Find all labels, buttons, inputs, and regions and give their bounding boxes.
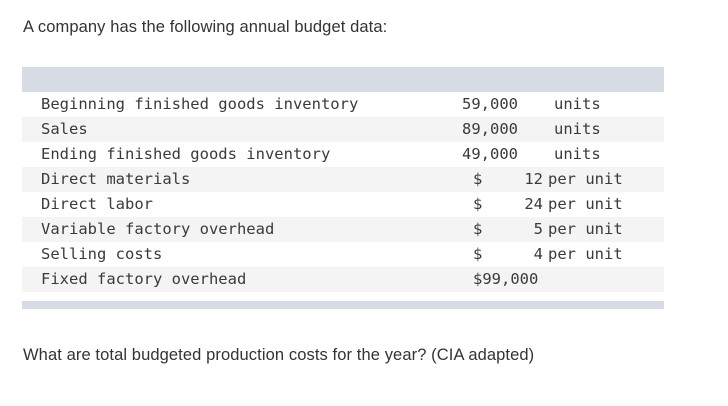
table-spacer [22,292,664,301]
row-unit: units [554,95,601,113]
table-row: Ending finished goods inventory 49,000 u… [22,142,664,167]
table-row: Direct labor $ 24 per unit [22,192,664,217]
row-currency: $ [473,195,483,213]
table-footer-bar [22,301,664,309]
row-amount: 4 [533,245,543,263]
row-amount: 89,000 [462,120,518,138]
row-label: Direct labor [41,195,153,213]
question-text: What are total budgeted production costs… [23,346,535,364]
table-row: Sales 89,000 units [22,117,664,142]
row-label: Variable factory overhead [41,220,275,238]
table-row: Fixed factory overhead $99,000 [22,267,664,292]
row-unit: units [554,145,601,163]
table-row: Selling costs $ 4 per unit [22,242,664,267]
row-amount: $99,000 [473,270,539,288]
table-row: Direct materials $ 12 per unit [22,167,664,192]
row-currency: $ [473,220,483,238]
row-amount: 12 [524,170,543,188]
budget-data-table: Beginning finished goods inventory 59,00… [22,67,664,309]
row-unit: per unit [548,195,623,213]
row-amount: 5 [533,220,543,238]
intro-text: A company has the following annual budge… [23,18,388,36]
row-amount: 24 [524,195,543,213]
row-amount: 49,000 [462,145,518,163]
row-unit: units [554,120,601,138]
row-unit: per unit [548,245,623,263]
row-currency: $ [473,170,483,188]
row-currency: $ [473,245,483,263]
row-label: Ending finished goods inventory [41,145,331,163]
table-header-bar [22,67,664,92]
row-label: Direct materials [41,170,191,188]
row-amount: 59,000 [462,95,518,113]
row-label: Fixed factory overhead [41,270,247,288]
table-row: Variable factory overhead $ 5 per unit [22,217,664,242]
row-label: Beginning finished goods inventory [41,95,359,113]
row-unit: per unit [548,220,623,238]
table-row: Beginning finished goods inventory 59,00… [22,92,664,117]
row-unit: per unit [548,170,623,188]
row-label: Selling costs [41,245,163,263]
row-label: Sales [41,120,88,138]
